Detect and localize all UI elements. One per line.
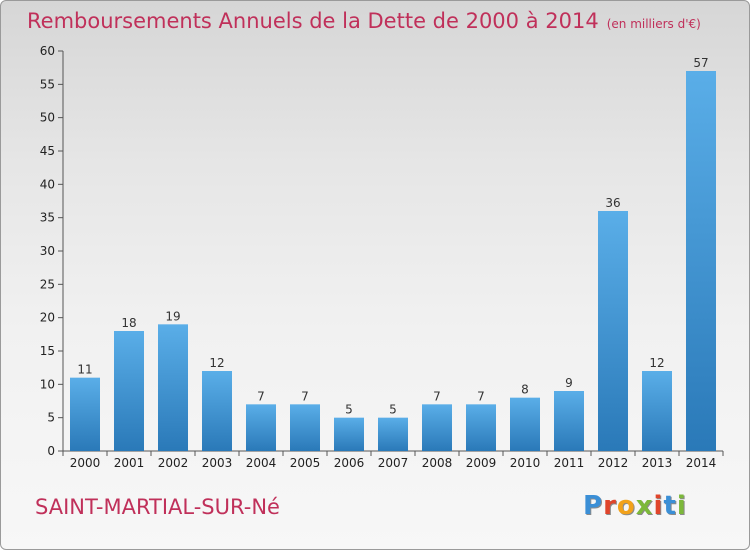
x-tick-label: 2008 [422,456,453,470]
y-tick-label: 60 [40,44,55,58]
bar [290,404,320,451]
logo-letter: i [653,491,664,521]
y-tick-label: 40 [40,177,55,191]
logo-letter: P [583,491,604,521]
y-tick-label: 55 [40,77,55,91]
bar [642,371,672,451]
y-tick-label: 15 [40,344,55,358]
bar [114,331,144,451]
logo-letter: x [635,491,654,521]
y-tick-label: 0 [47,444,55,458]
chart-subtitle: (en milliers d'€) [606,17,701,31]
x-tick-label: 2004 [246,456,277,470]
x-tick-label: 2009 [466,456,497,470]
bar [158,324,188,451]
chart-title: Remboursements Annuels de la Dette de 20… [27,9,701,33]
x-tick-label: 2002 [158,456,189,470]
bar-value-label: 5 [345,403,353,417]
bar-value-label: 7 [477,389,485,403]
bar-value-label: 5 [389,403,397,417]
x-tick-label: 2005 [290,456,321,470]
bar-value-label: 8 [521,383,529,397]
x-tick-label: 2003 [202,456,233,470]
y-tick-label: 50 [40,111,55,125]
bar-value-label: 12 [209,356,224,370]
x-tick-label: 2010 [510,456,541,470]
x-tick-label: 2007 [378,456,409,470]
bar-value-label: 12 [649,356,664,370]
bar [554,391,584,451]
bar [334,417,364,451]
bar-value-label: 19 [165,309,180,323]
bar [202,371,232,451]
bar [686,71,716,451]
y-tick-label: 25 [40,277,55,291]
y-tick-label: 20 [40,311,55,325]
commune-name: SAINT-MARTIAL-SUR-Né [35,495,280,519]
x-tick-label: 2001 [114,456,145,470]
proxiti-logo: Proxiti [583,491,687,521]
bar-value-label: 9 [565,376,573,390]
logo-letter: t [663,491,677,521]
logo-letter: i [676,491,687,521]
bar [466,404,496,451]
bar [70,377,100,451]
bar [598,211,628,451]
y-tick-label: 30 [40,244,55,258]
bar-value-label: 57 [693,56,708,70]
bar-value-label: 7 [301,389,309,403]
bar-value-label: 7 [257,389,265,403]
x-tick-label: 2012 [598,456,629,470]
y-tick-label: 10 [40,377,55,391]
x-tick-label: 2000 [70,456,101,470]
y-tick-label: 35 [40,211,55,225]
x-tick-label: 2011 [554,456,585,470]
chart-title-text: Remboursements Annuels de la Dette de 20… [27,9,599,33]
x-tick-label: 2006 [334,456,365,470]
bar-value-label: 18 [121,316,136,330]
bar [510,397,540,451]
bar [378,417,408,451]
logo-letter: o [616,491,636,521]
bar-value-label: 11 [77,363,92,377]
bar-value-label: 36 [605,196,620,210]
y-tick-label: 5 [47,411,55,425]
bar-value-label: 7 [433,389,441,403]
logo-letter: r [603,491,617,521]
bar [246,404,276,451]
x-tick-label: 2013 [642,456,673,470]
y-tick-label: 45 [40,144,55,158]
x-tick-label: 2014 [686,456,717,470]
bar [422,404,452,451]
